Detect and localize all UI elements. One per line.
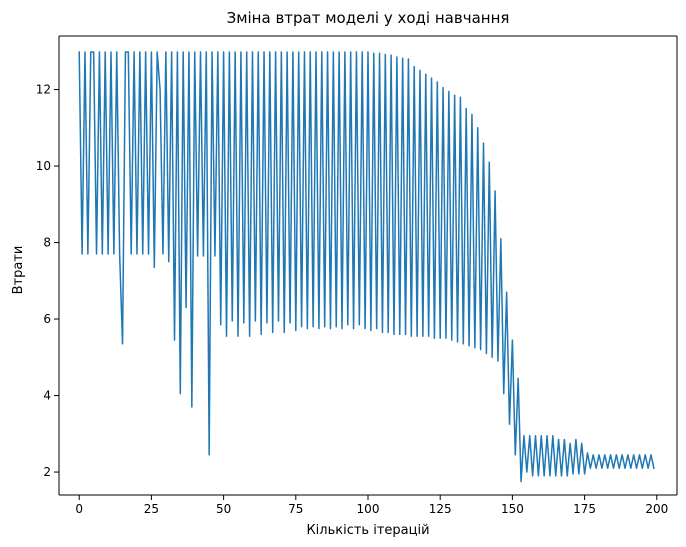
chart-title: Зміна втрат моделі у ході навчання — [227, 9, 510, 27]
x-tick-label: 50 — [216, 502, 231, 516]
x-tick-label: 175 — [573, 502, 596, 516]
x-tick-label: 150 — [501, 502, 524, 516]
y-tick-label: 2 — [43, 465, 51, 479]
x-tick-label: 125 — [429, 502, 452, 516]
y-axis-label: Втрати — [11, 246, 26, 295]
x-tick-label: 75 — [288, 502, 303, 516]
y-tick-label: 8 — [43, 236, 51, 250]
series-line-0 — [78, 51, 655, 483]
y-tick-label: 6 — [43, 312, 51, 326]
x-tick-label: 0 — [75, 502, 83, 516]
x-tick-label: 200 — [645, 502, 668, 516]
y-tick-label: 4 — [43, 389, 51, 403]
y-tick-label: 12 — [36, 83, 51, 97]
x-tick-label: 100 — [357, 502, 380, 516]
x-tick-label: 25 — [144, 502, 159, 516]
y-tick-label: 10 — [36, 159, 51, 173]
plot-area: 0 25 50 75 100 125 150 175 200 2 4 6 8 10 12 — [36, 35, 678, 516]
x-axis-label: Кількість ітерацій — [306, 523, 429, 538]
